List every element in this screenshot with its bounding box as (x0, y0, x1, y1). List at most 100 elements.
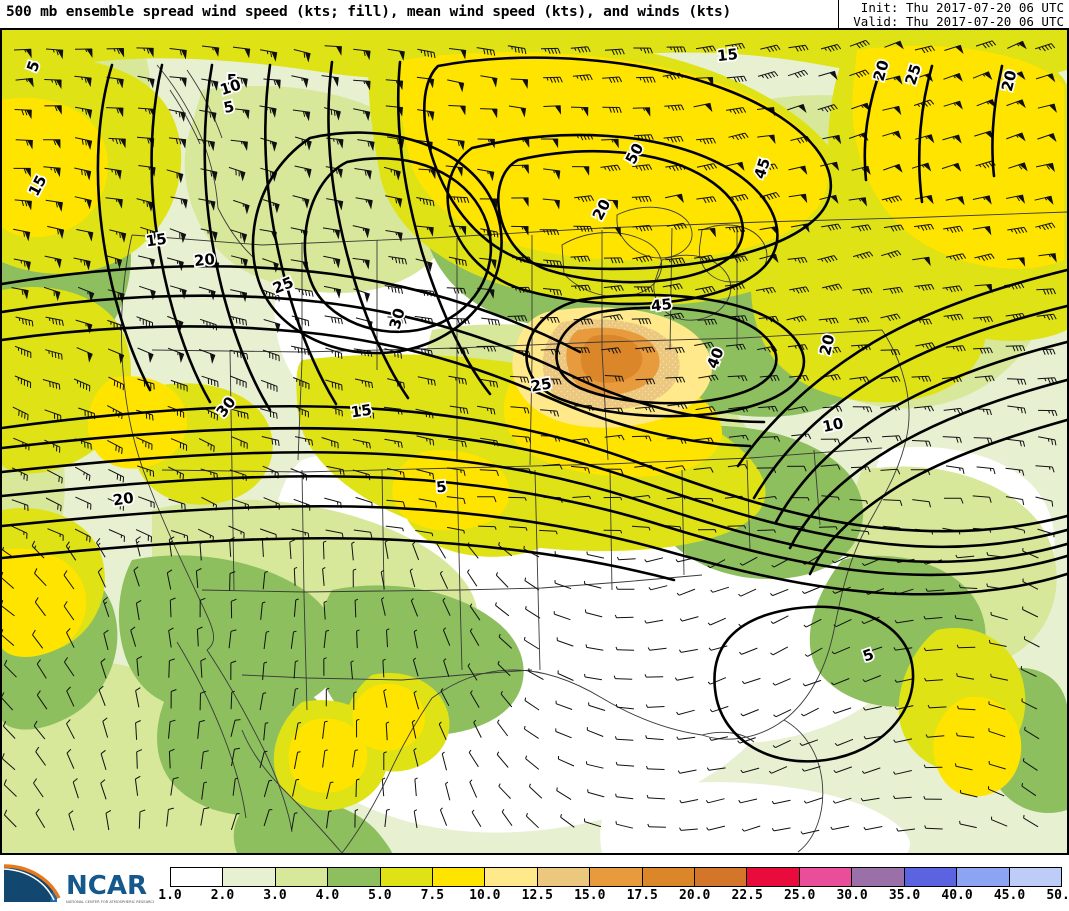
wind-barb (560, 814, 575, 828)
wind-barb (2, 629, 15, 646)
wind-barb (695, 406, 716, 413)
wind-barb (666, 222, 687, 231)
wind-barb (383, 688, 388, 708)
wind-barb (604, 48, 625, 56)
wind-barb (1038, 409, 1058, 416)
wind-barb (411, 719, 417, 739)
wind-barb (473, 719, 482, 738)
wind-barb (880, 349, 901, 356)
wind-barb (445, 781, 451, 801)
wind-barb (1035, 496, 1054, 507)
wind-barb (632, 107, 651, 117)
wind-barb (884, 40, 904, 50)
wind-barb (603, 496, 623, 501)
wind-barb (385, 230, 403, 243)
wind-barb (352, 257, 370, 270)
wind-barb (786, 315, 807, 323)
wind-barb (74, 528, 91, 543)
wind-barb (945, 196, 965, 206)
wind-barb (943, 100, 963, 110)
wind-barb (136, 655, 143, 676)
wind-barb (571, 465, 590, 474)
wind-barb (648, 585, 668, 591)
wind-barb (771, 558, 790, 568)
wind-barb (321, 437, 339, 449)
wind-barb (73, 378, 91, 392)
wind-barb (570, 106, 589, 117)
wind-barb (696, 163, 718, 171)
wind-barb (603, 227, 621, 237)
wind-barb (773, 709, 792, 718)
colorbar-swatch (798, 868, 852, 886)
wind-barb (357, 139, 375, 152)
wind-barb (75, 106, 93, 120)
map-frame[interactable]: 5 5 5 10 15 15 20 25 30 30 15 5 20 25 40 45 45 50 20 25 20 20… (0, 28, 1069, 855)
wind-barb (706, 825, 726, 831)
wind-barb (697, 318, 718, 326)
wind-barb (130, 626, 137, 647)
wind-barb (413, 690, 420, 710)
wind-barb (410, 598, 419, 617)
wind-barb (817, 104, 838, 113)
wind-barb (924, 825, 943, 830)
wind-barb (925, 734, 945, 738)
wind-barb (136, 437, 153, 450)
ncar-wordmark: NCAR (66, 871, 147, 901)
wind-barb (449, 48, 467, 60)
wind-barb (852, 287, 873, 295)
colorbar-tick: 50.0 (1046, 888, 1069, 903)
wind-barb (98, 685, 106, 706)
wind-barb (76, 229, 94, 242)
wind-barb (169, 48, 187, 60)
colorbar-swatches[interactable] (170, 867, 1062, 887)
wind-barb (14, 375, 32, 389)
wind-barb (496, 751, 509, 768)
wind-barb (168, 748, 175, 769)
ncar-logo[interactable]: NCAR NATIONAL CENTER FOR ATMOSPHERIC RES… (2, 860, 154, 906)
wind-barb (787, 104, 807, 113)
wind-barb (1024, 726, 1040, 740)
wind-barb (352, 749, 359, 768)
wind-barb (1006, 438, 1026, 447)
wind-barb (36, 690, 48, 710)
wind-barb (881, 250, 902, 259)
colorbar-tick: 3.0 (263, 888, 287, 903)
wind-barb (861, 767, 881, 774)
wind-barb (554, 580, 572, 590)
wind-barb (616, 556, 636, 561)
wind-barb (644, 674, 664, 678)
wind-barb (13, 48, 32, 59)
wind-barb (355, 778, 360, 798)
wind-barb (912, 499, 931, 508)
wind-barb (631, 195, 652, 203)
wind-barb (439, 807, 448, 826)
wind-barb (676, 709, 695, 716)
wind-barb (572, 495, 592, 500)
wind-barb (695, 45, 717, 53)
wind-barb (1022, 548, 1039, 559)
wind-barb (105, 255, 123, 269)
wind-barb (664, 312, 685, 320)
wind-barb (632, 224, 653, 232)
wind-barb (354, 378, 374, 389)
wind-barb (467, 663, 478, 681)
colorbar[interactable]: 1.0 2.0 3.0 4.0 5.0 7.5 10.0 12.5 15.0 17.5 20.0 22… (158, 867, 1069, 909)
wind-barb (43, 139, 61, 149)
wind-barb (166, 569, 173, 590)
wind-barb (726, 107, 747, 115)
wind-barb (849, 69, 870, 78)
wind-barb (201, 781, 208, 800)
wind-barb (263, 779, 273, 798)
wind-barb (198, 438, 215, 452)
wind-barb (353, 79, 371, 91)
wind-barb (168, 627, 174, 648)
wind-barb (741, 677, 761, 685)
wind-barb (290, 630, 297, 649)
wind-barb (414, 777, 418, 797)
colorbar-tick: 4.0 (315, 888, 340, 903)
wind-barb (524, 697, 540, 711)
wind-barb (322, 567, 326, 586)
wind-barb (229, 571, 236, 591)
wind-barb (291, 812, 298, 831)
